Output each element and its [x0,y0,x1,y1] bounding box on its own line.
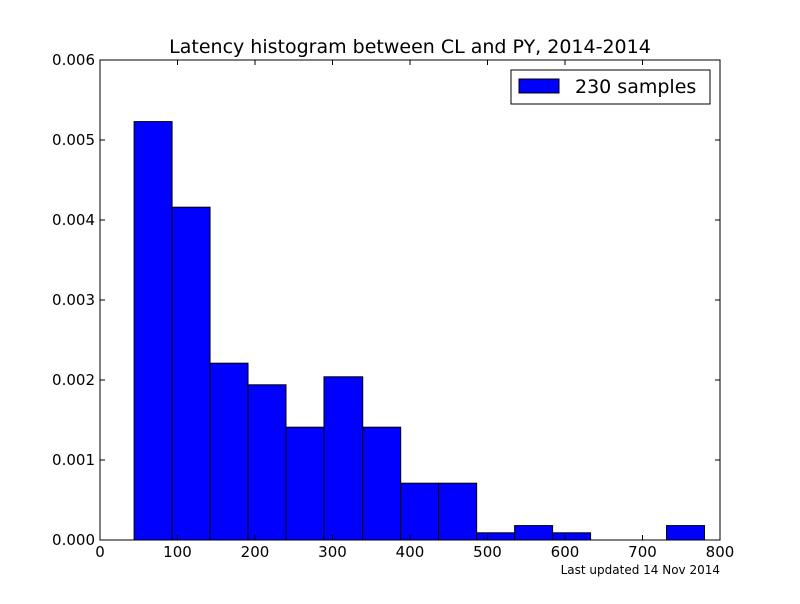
histogram-bars [133,121,706,541]
legend: 230 samples [510,69,711,105]
histogram-bar-4 [247,384,287,541]
histogram-bar-12 [552,532,592,541]
histogram-bar-8 [400,482,440,541]
x-tick-label: 300 [318,543,347,561]
x-tick-label: 600 [551,543,580,561]
y-tick-label: 0.003 [52,291,95,309]
legend-label: 230 samples [575,76,696,98]
histogram-bar-9 [438,482,478,541]
x-tick-label: 400 [396,543,425,561]
y-tick-label: 0.002 [52,371,95,389]
histogram-bar-10 [476,532,516,541]
histogram-bar-5 [285,426,325,541]
histogram-bar-15 [666,525,706,541]
y-axis-ticks: 0.000 0.001 0.002 0.003 0.004 0.005 0.006 [52,51,720,549]
y-tick-label: 0.000 [52,531,95,549]
x-tick-label: 100 [163,543,192,561]
x-tick-label: 0 [95,543,105,561]
x-tick-label: 700 [628,543,657,561]
plot-frame [99,59,721,541]
y-tick-label: 0.006 [52,51,95,69]
histogram-bar-6 [323,376,364,541]
y-tick-label: 0.001 [52,451,95,469]
chart-title: Latency histogram between CL and PY, 201… [169,36,651,58]
histogram-bar-3 [209,362,249,541]
x-tick-label: 800 [706,543,735,561]
histogram-bar-7 [362,426,402,541]
histogram-bar-2 [171,206,211,541]
x-axis-ticks: 0 100 200 300 400 500 600 700 800 [95,60,734,561]
histogram-bar-1 [133,121,173,541]
y-tick-label: 0.004 [52,211,95,229]
legend-swatch [518,78,560,94]
x-tick-label: 500 [473,543,502,561]
last-updated-note: Last updated 14 Nov 2014 [561,563,720,577]
x-tick-label: 200 [241,543,270,561]
y-tick-label: 0.005 [52,131,95,149]
histogram-bar-11 [514,525,554,541]
